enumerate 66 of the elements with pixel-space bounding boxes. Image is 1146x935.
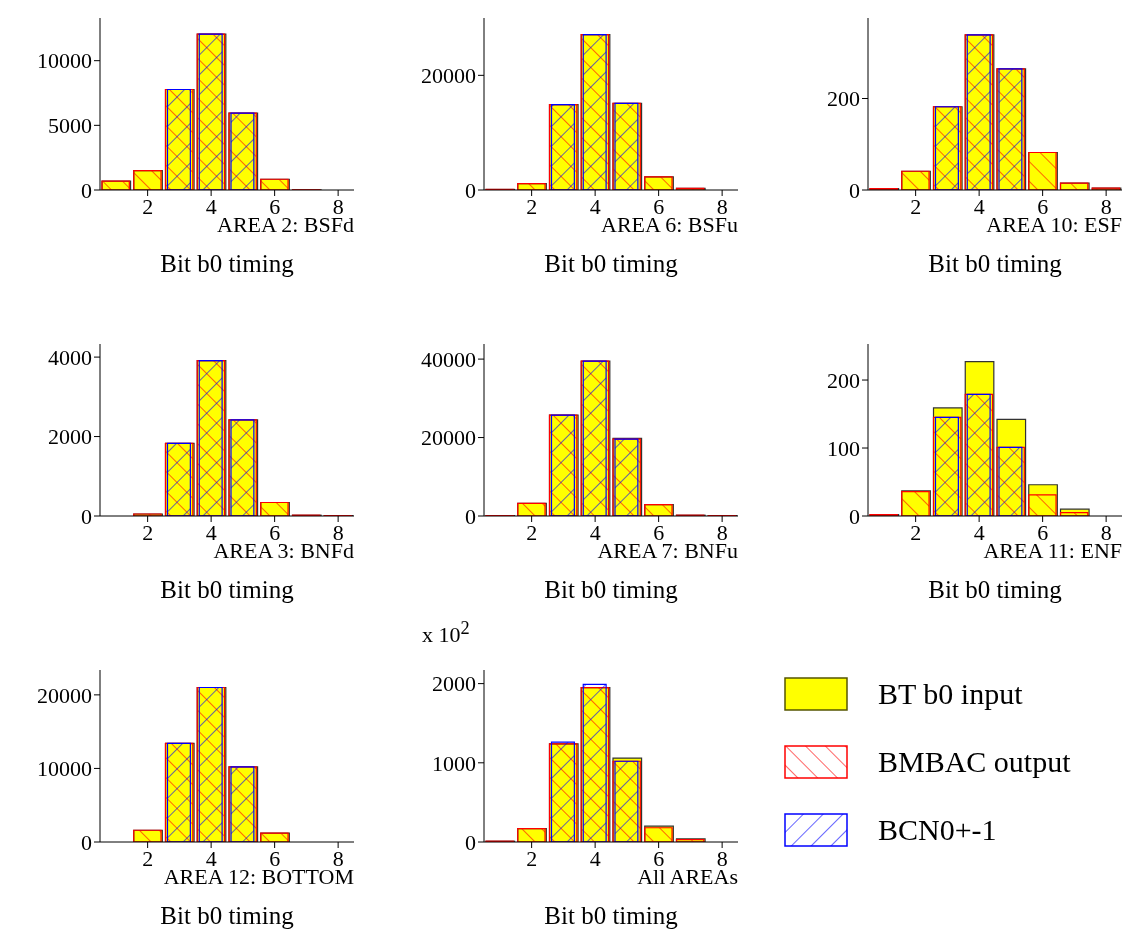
y-tick-label: 20000: [421, 425, 476, 451]
y-tick-label: 0: [81, 829, 92, 855]
x-tick-label: 4: [973, 519, 985, 545]
x-tick-label: 2: [526, 845, 538, 871]
y-tick-label: 0: [81, 503, 92, 529]
y-tick-label: 0: [465, 503, 476, 529]
x-tick-label: 2: [142, 193, 154, 219]
x-tick-label: 8: [716, 193, 728, 219]
x-tick-label: 2: [910, 193, 922, 219]
y-tick-label: 2000: [432, 671, 476, 697]
y-tick-label: 0: [465, 829, 476, 855]
x-tick-label: 6: [1037, 193, 1049, 219]
x-tick-label: 4: [205, 193, 217, 219]
legend-label: BT b0 input: [878, 677, 1023, 711]
x-tick-label: 6: [653, 519, 665, 545]
y-tick-label: 200: [827, 86, 860, 112]
x-tick-label: 2: [910, 519, 922, 545]
y-tick-label: 0: [81, 177, 92, 203]
x-tick-label: 8: [1100, 193, 1112, 219]
x-tick-label: 4: [589, 193, 601, 219]
x-tick-label: 6: [269, 193, 281, 219]
y-tick-label: 2000: [48, 424, 92, 450]
x-axis-title: Bit b0 timing: [927, 576, 1063, 604]
y-tick-label: 0: [465, 177, 476, 203]
y-tick-label: 40000: [421, 346, 476, 372]
x-axis-title: Bit b0 timing: [543, 902, 679, 930]
x-tick-label: 8: [332, 193, 344, 219]
y-tick-label: 4000: [48, 344, 92, 370]
x-tick-label: 6: [653, 193, 665, 219]
x-tick-label: 4: [205, 845, 217, 871]
x-tick-label: 6: [269, 845, 281, 871]
x-tick-label: 4: [589, 519, 601, 545]
x-tick-label: 2: [526, 193, 538, 219]
text: BMBAC output: [878, 745, 1071, 779]
y-tick-label: 0: [849, 177, 860, 203]
x-axis-title: Bit b0 timing: [159, 250, 295, 278]
y-tick-label: 100: [827, 435, 860, 461]
x-tick-label: 4: [589, 845, 601, 871]
y-tick-label: 200: [827, 367, 860, 393]
x-tick-label: 2: [142, 519, 154, 545]
x-tick-label: 6: [1037, 519, 1049, 545]
x-tick-label: 8: [332, 845, 344, 871]
x-axis-title: Bit b0 timing: [543, 576, 679, 604]
text: x 10$^{2}$: [422, 618, 470, 649]
text: BCN0+-1: [878, 813, 997, 847]
y-tick-label: 1000: [432, 750, 476, 776]
x-axis-title: Bit b0 timing: [159, 902, 295, 930]
x-axis-title: Bit b0 timing: [159, 576, 295, 604]
x-tick-label: 8: [716, 519, 728, 545]
x-tick-label: 4: [973, 193, 985, 219]
y-tick-label: 10000: [37, 48, 92, 74]
y-tick-label: 5000: [48, 113, 92, 139]
x-tick-label: 8: [1100, 519, 1112, 545]
x-axis-title: Bit b0 timing: [543, 250, 679, 278]
x-axis-title: Bit b0 timing: [927, 250, 1063, 278]
x-tick-label: 6: [269, 519, 281, 545]
y-tick-label: 0: [849, 503, 860, 529]
x-tick-label: 8: [716, 845, 728, 871]
y-tick-label: 20000: [421, 63, 476, 89]
y-tick-label: 10000: [37, 756, 92, 782]
y-tick-label: 20000: [37, 682, 92, 708]
x-tick-label: 4: [205, 519, 217, 545]
x-tick-label: 2: [142, 845, 154, 871]
x-tick-label: 8: [332, 519, 344, 545]
x-tick-label: 6: [653, 845, 665, 871]
x-tick-label: 2: [526, 519, 538, 545]
